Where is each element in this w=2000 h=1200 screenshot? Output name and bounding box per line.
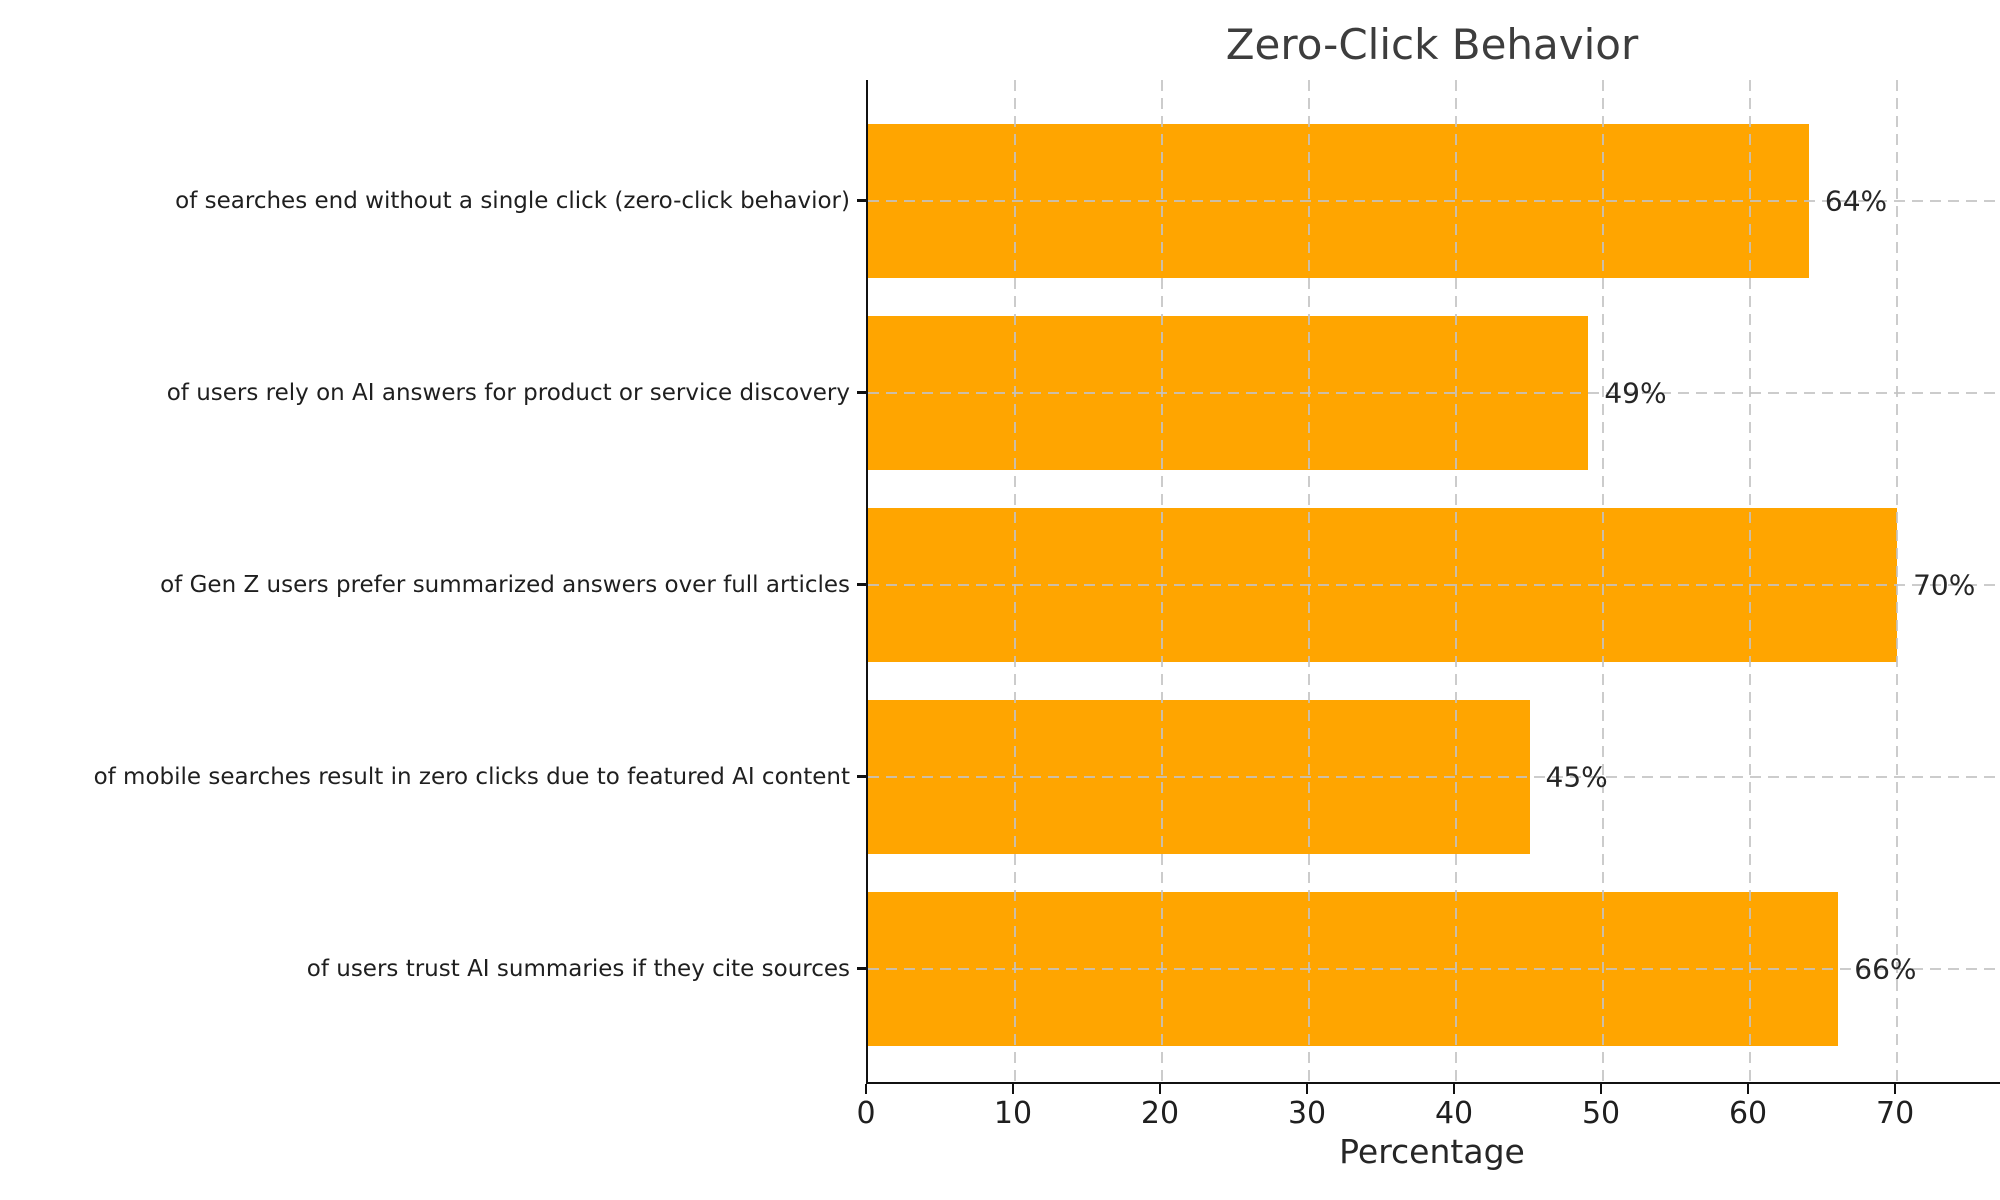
x-tick-mark [1158, 1084, 1162, 1094]
x-tick-mark [1305, 1084, 1309, 1094]
x-tick-label: 50 [1581, 1096, 1621, 1131]
vertical-gridline [1308, 80, 1311, 1082]
x-tick-label: 30 [1287, 1096, 1327, 1131]
x-tick-mark [1452, 1084, 1456, 1094]
bar-value-label: 64% [1824, 184, 1888, 217]
horizontal-gridline [868, 775, 2000, 778]
y-tick-mark [857, 967, 866, 970]
category-label: of Gen Z users prefer summarized answers… [160, 571, 850, 598]
bar-value-label: 45% [1545, 760, 1608, 793]
vertical-gridline [1455, 80, 1458, 1082]
x-tick-label: 70 [1875, 1096, 1915, 1131]
category-label: of searches end without a single click (… [175, 187, 850, 214]
vertical-gridline [1896, 80, 1899, 1082]
x-tick-label: 10 [993, 1096, 1033, 1131]
vertical-gridline [1014, 80, 1016, 1082]
plot-area: 64% 49% 70% 45% 66% [866, 80, 2000, 1084]
x-tick-mark [1893, 1084, 1897, 1094]
y-tick-mark [857, 583, 866, 586]
x-tick-label: 40 [1434, 1096, 1474, 1131]
category-label: of users trust AI summaries if they cite… [306, 955, 850, 982]
x-tick-label: 20 [1140, 1096, 1180, 1131]
chart-title: Zero-Click Behavior [1225, 20, 1639, 69]
bar-value-label: 70% [1913, 568, 1976, 601]
vertical-gridline [1602, 80, 1605, 1082]
x-tick-mark [1746, 1084, 1750, 1094]
y-tick-mark [857, 391, 866, 394]
bar-value-label: 66% [1854, 952, 1917, 985]
x-tick-label: 60 [1728, 1096, 1768, 1131]
category-label: of users rely on AI answers for product … [166, 379, 850, 406]
horizontal-gridline [868, 583, 2000, 586]
x-tick-mark [864, 1084, 868, 1094]
x-tick-mark [1011, 1084, 1015, 1094]
bar-value-label: 49% [1604, 376, 1667, 409]
vertical-gridline [1161, 80, 1164, 1082]
horizontal-gridline [868, 391, 2000, 394]
y-axis-category-labels: of searches end without a single click (… [0, 80, 850, 1082]
y-tick-mark [857, 775, 866, 778]
x-tick-mark [1599, 1084, 1603, 1094]
horizontal-gridline [868, 967, 2000, 970]
x-tick-label: 0 [856, 1096, 876, 1131]
category-label: of mobile searches result in zero clicks… [93, 763, 850, 790]
horizontal-gridline [868, 199, 2000, 202]
vertical-gridline [1749, 80, 1752, 1082]
x-axis-title: Percentage [1339, 1132, 1525, 1171]
y-tick-mark [857, 199, 866, 202]
